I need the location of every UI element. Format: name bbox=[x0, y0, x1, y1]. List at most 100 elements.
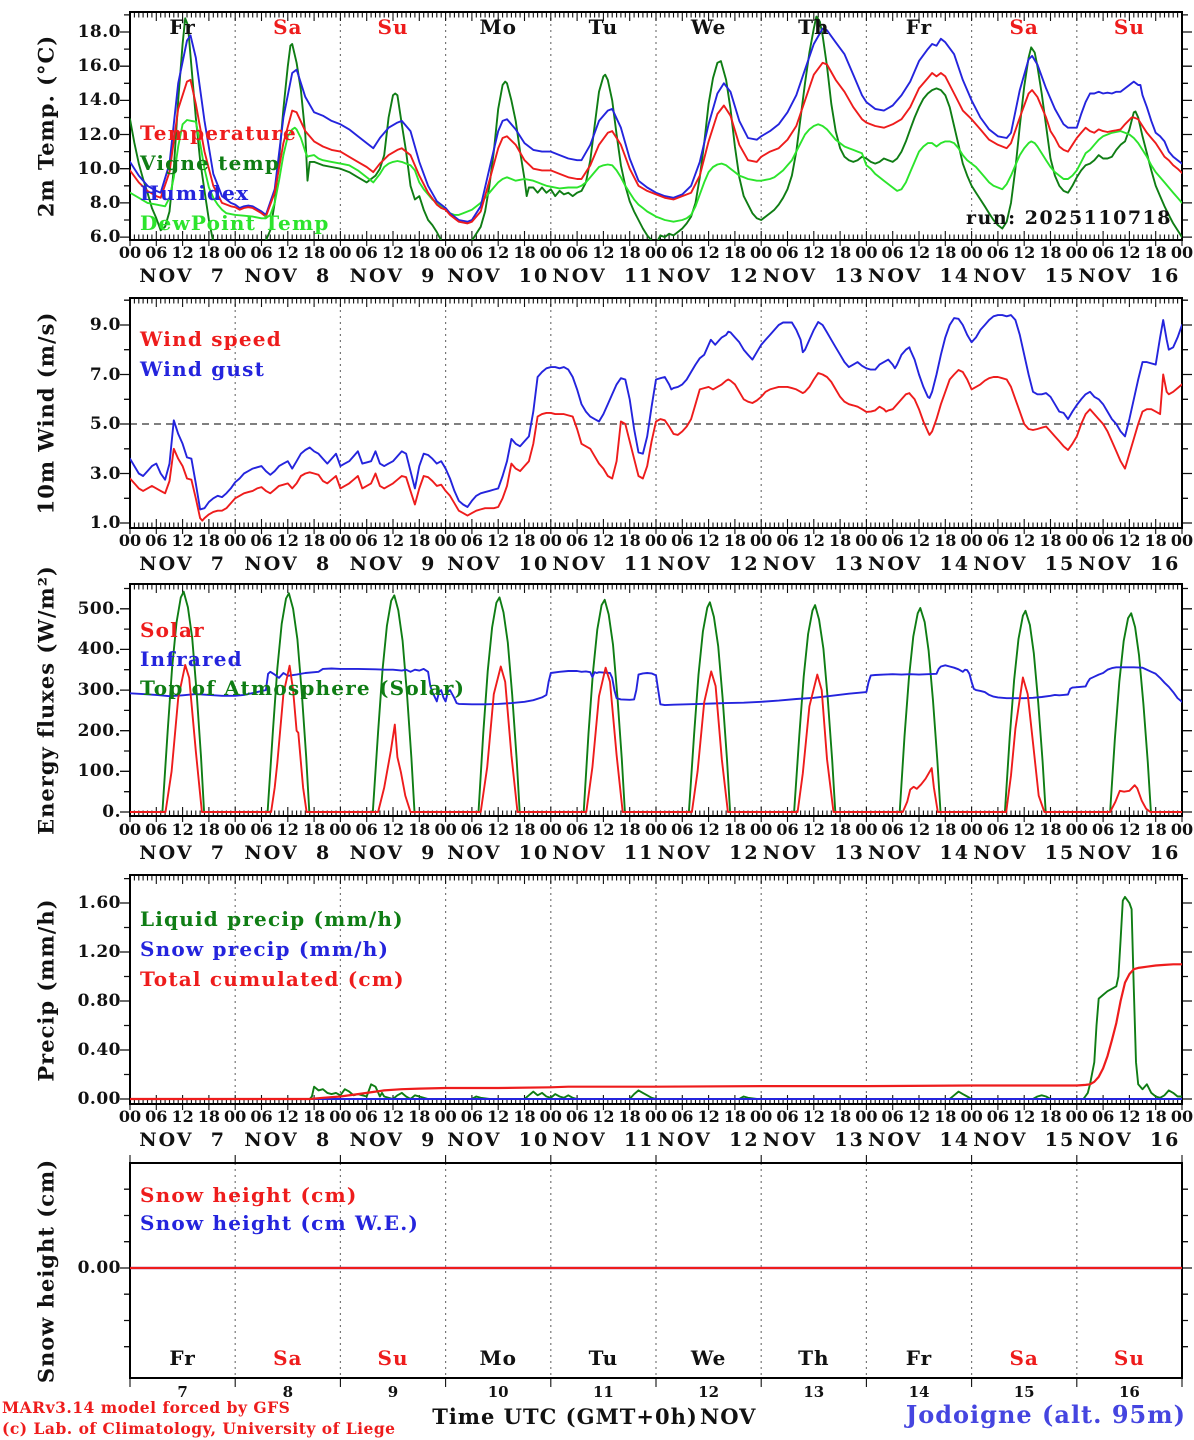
credit-line-1: MARv3.14 model forced by GFS bbox=[2, 1398, 291, 1417]
x-day-date-label: NOV 13 bbox=[762, 842, 865, 864]
x-day-date-label: NOV 16 bbox=[1078, 265, 1181, 287]
x-hour-label: 06 bbox=[460, 531, 484, 550]
series-line-infrared bbox=[130, 664, 1182, 707]
x-hour-label: 00 bbox=[329, 1107, 352, 1126]
x-hour-label: 18 bbox=[408, 243, 431, 262]
x-day-date-label: NOV 9 bbox=[349, 1129, 437, 1151]
x-hour-label: 18 bbox=[1039, 243, 1062, 262]
panel-precip bbox=[120, 874, 1192, 1110]
x-hour-label: 06 bbox=[986, 531, 1010, 550]
y-axis-title-temp: 2m Temp. (°C) bbox=[33, 34, 59, 218]
day-name-bottom: We bbox=[690, 1346, 727, 1370]
x-hour-label: 06 bbox=[250, 531, 273, 550]
x-hour-label: 00 bbox=[224, 531, 247, 550]
day-name-bottom: Mo bbox=[479, 1346, 517, 1370]
x-hour-label: 06 bbox=[881, 1107, 904, 1126]
chart-svg-temp bbox=[120, 11, 1192, 246]
x-hour-label: 18 bbox=[828, 820, 852, 839]
x-hour-label: 12 bbox=[592, 1107, 615, 1126]
chart-svg-wind bbox=[120, 297, 1192, 534]
legend-item: Infrared bbox=[140, 647, 243, 671]
x-day-date-label: NOV 11 bbox=[552, 265, 655, 287]
x-day-date-label: NOV 12 bbox=[657, 1129, 760, 1151]
legend-precip: Liquid precip (mm/h) Snow precip (mm/h) To… bbox=[140, 904, 405, 994]
x-hour-label: 06 bbox=[565, 243, 589, 262]
x-hour-label: 12 bbox=[381, 1107, 405, 1126]
x-hour-label: 18 bbox=[1144, 1107, 1167, 1126]
legend-item: Wind gust bbox=[140, 357, 266, 381]
x-hour-label: 00 bbox=[960, 1107, 983, 1126]
x-hour-label: 12 bbox=[592, 531, 615, 550]
y-tick-label: 0.00 bbox=[77, 1257, 121, 1278]
x-day-date-label: NOV 16 bbox=[1078, 842, 1181, 864]
x-hour-label: 06 bbox=[565, 820, 589, 839]
x-hour-label: 00 bbox=[855, 243, 878, 262]
x-day-date-label: NOV 7 bbox=[139, 1129, 226, 1151]
y-tick-label: 8.0 bbox=[89, 192, 121, 213]
day-name-top: Fr bbox=[905, 15, 933, 39]
y-tick-label: 3.0 bbox=[89, 463, 121, 484]
x-hour-label: 06 bbox=[1091, 531, 1115, 550]
x-hour-label: 12 bbox=[1013, 243, 1036, 262]
x-day-date-label: NOV 13 bbox=[762, 553, 865, 575]
day-name-bottom: Tu bbox=[588, 1346, 619, 1370]
legend-item: Solar bbox=[140, 618, 205, 642]
run-label: run: 2025110718 bbox=[966, 207, 1172, 229]
x-hour-label: 00 bbox=[1170, 243, 1194, 262]
chart-svg-flux bbox=[120, 583, 1192, 822]
x-hour-label: 18 bbox=[1039, 1107, 1062, 1126]
x-hour-label: 18 bbox=[618, 1107, 641, 1126]
x-hour-label: 12 bbox=[381, 243, 405, 262]
x-hour-label: 12 bbox=[171, 1107, 194, 1126]
day-number: 15 bbox=[1013, 1383, 1035, 1401]
x-day-date-label: NOV 14 bbox=[868, 265, 970, 287]
legend-item: DewPoint Temp bbox=[140, 211, 330, 235]
x-hour-label: 00 bbox=[539, 1107, 562, 1126]
x-hour-label: 06 bbox=[145, 820, 168, 839]
x-hour-label: 00 bbox=[750, 531, 773, 550]
x-hour-label: 06 bbox=[565, 531, 589, 550]
x-hour-label: 18 bbox=[408, 1107, 431, 1126]
x-hour-label: 12 bbox=[592, 243, 615, 262]
day-name-top: Sa bbox=[273, 15, 303, 39]
x-hour-label: 12 bbox=[1118, 243, 1141, 262]
y-tick-label: 0.00 bbox=[77, 1088, 121, 1109]
x-day-date-label: NOV 8 bbox=[244, 1129, 332, 1151]
x-day-date-label: NOV 8 bbox=[244, 842, 332, 864]
x-hour-label: 06 bbox=[355, 243, 378, 262]
y-tick-label: 0. bbox=[102, 801, 121, 822]
x-day-date-label: NOV 13 bbox=[762, 1129, 865, 1151]
x-hour-label: 18 bbox=[618, 820, 641, 839]
x-hour-label: 12 bbox=[171, 820, 194, 839]
x-day-date-label: NOV 10 bbox=[447, 265, 550, 287]
panel-wind bbox=[120, 297, 1192, 534]
x-hour-label: 12 bbox=[1118, 820, 1141, 839]
x-hour-label: 12 bbox=[907, 820, 931, 839]
series-line-humidex bbox=[130, 27, 1182, 223]
series-line-solar bbox=[130, 663, 1182, 813]
day-name-bottom: Su bbox=[1113, 1346, 1145, 1370]
x-hour-label: 00 bbox=[329, 820, 352, 839]
panel-flux bbox=[120, 583, 1192, 822]
x-hour-label: 12 bbox=[487, 243, 510, 262]
x-hour-label: 18 bbox=[302, 243, 326, 262]
legend-item: Top of Atmosphere (Solar) bbox=[140, 676, 466, 700]
day-number: 16 bbox=[1118, 1383, 1140, 1401]
series-line-temperature bbox=[130, 61, 1182, 225]
x-hour-label: 06 bbox=[671, 243, 694, 262]
x-day-date-label: NOV 7 bbox=[139, 553, 226, 575]
day-name-bottom: Sa bbox=[1009, 1346, 1039, 1370]
x-hour-label: 12 bbox=[802, 531, 825, 550]
x-hour-label: 12 bbox=[276, 820, 299, 839]
x-hour-label: 06 bbox=[776, 820, 799, 839]
x-hour-label: 00 bbox=[644, 531, 668, 550]
x-hour-label: 18 bbox=[408, 820, 431, 839]
x-hour-label: 00 bbox=[329, 531, 352, 550]
x-hour-label: 18 bbox=[1144, 531, 1167, 550]
x-hour-label: 06 bbox=[250, 820, 273, 839]
x-hour-label: 00 bbox=[434, 1107, 457, 1126]
x-hour-label: 06 bbox=[776, 243, 799, 262]
x-hour-label: 18 bbox=[513, 1107, 536, 1126]
x-hour-label: 18 bbox=[618, 531, 641, 550]
x-day-date-label: NOV 11 bbox=[552, 842, 655, 864]
